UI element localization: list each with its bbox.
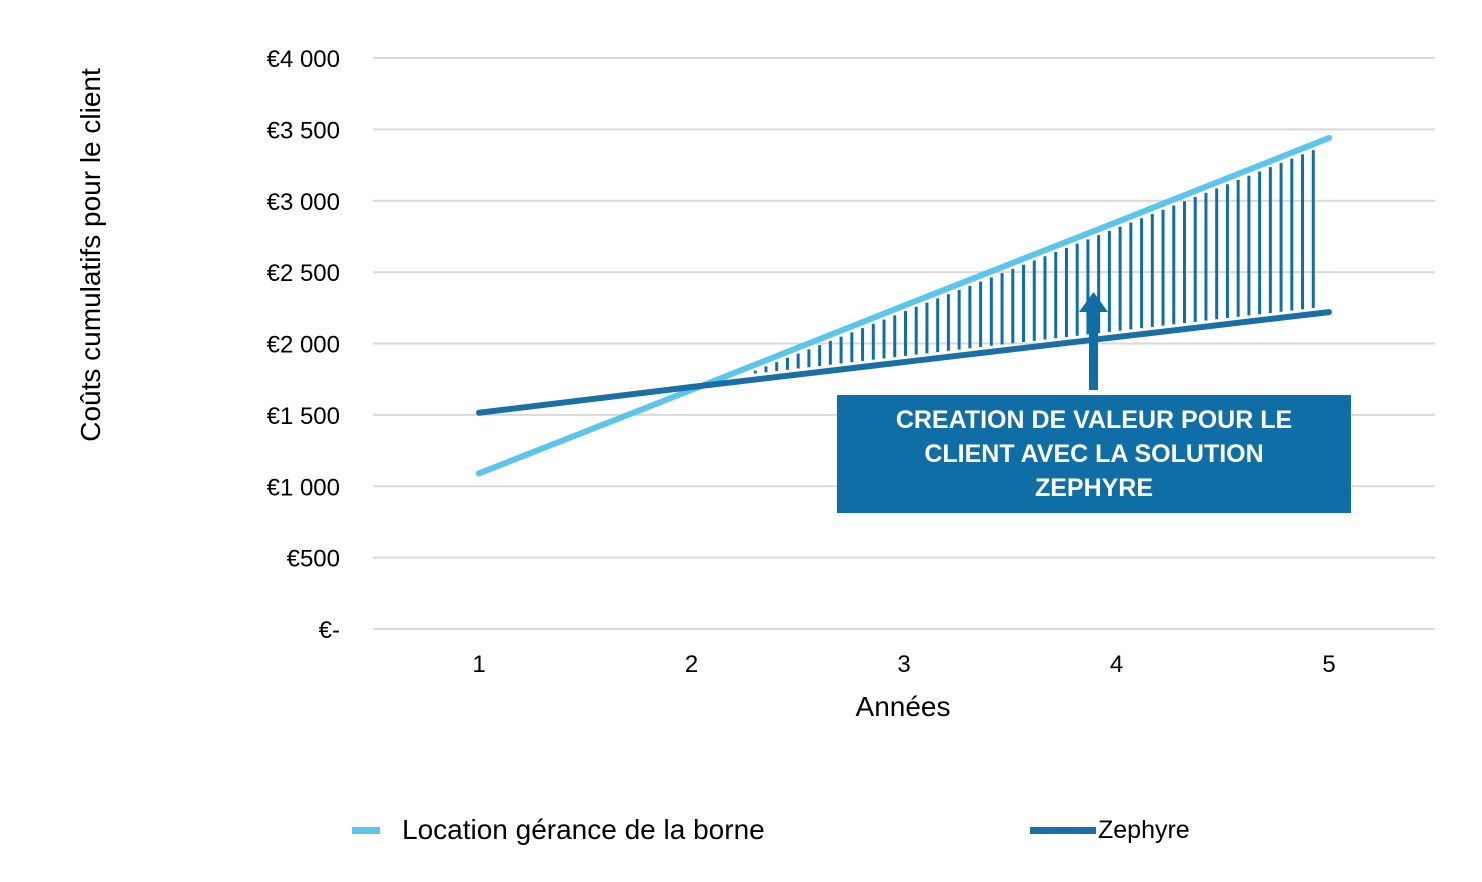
y-tick-label: €4 000 [267, 46, 340, 73]
y-tick-label: €3 000 [267, 189, 340, 216]
series-line-zephyre [476, 309, 1332, 416]
x-tick-labels: 1 2 3 4 5 [472, 651, 1335, 678]
y-axis-title: Coûts cumulatifs pour le client [75, 68, 106, 442]
x-tick-label: 4 [1110, 651, 1123, 678]
legend-swatch-zephyre [1030, 826, 1096, 834]
value-creation-callout: CREATION DE VALEUR POUR LE CLIENT AVEC L… [837, 395, 1351, 513]
x-tick-label: 3 [897, 651, 910, 678]
legend-label-zephyre: Zephyre [1098, 815, 1190, 844]
y-tick-label: €1 000 [267, 474, 340, 501]
y-tick-label: €1 500 [267, 403, 340, 430]
series-line-location [476, 134, 1332, 477]
series-lines [476, 134, 1332, 477]
arrow-head [1079, 292, 1108, 312]
y-tick-label: €2 500 [267, 260, 340, 287]
y-tick-label: €3 500 [267, 117, 340, 144]
x-axis-title: Années [856, 691, 951, 722]
x-tick-label: 1 [472, 651, 485, 678]
value-creation-hatching [753, 150, 1315, 374]
x-tick-label: 2 [685, 651, 698, 678]
legend-item-zephyre: Zephyre [1030, 810, 1190, 850]
up-arrow-icon [1079, 292, 1108, 390]
y-tick-labels: €- €500 €1 000 €1 500 €2 000 €2 500 €3 000 €3 5… [267, 46, 340, 644]
legend-label-location: Location gérance de la borne [402, 814, 765, 845]
y-tick-label: €- [319, 617, 340, 644]
legend-swatch-location [352, 826, 380, 834]
y-tick-label: €500 [287, 546, 340, 573]
y-tick-label: €2 000 [267, 332, 340, 359]
legend-item-location: Location gérance de la borne [352, 810, 765, 850]
x-tick-label: 5 [1322, 651, 1335, 678]
arrow-shaft [1089, 310, 1098, 390]
